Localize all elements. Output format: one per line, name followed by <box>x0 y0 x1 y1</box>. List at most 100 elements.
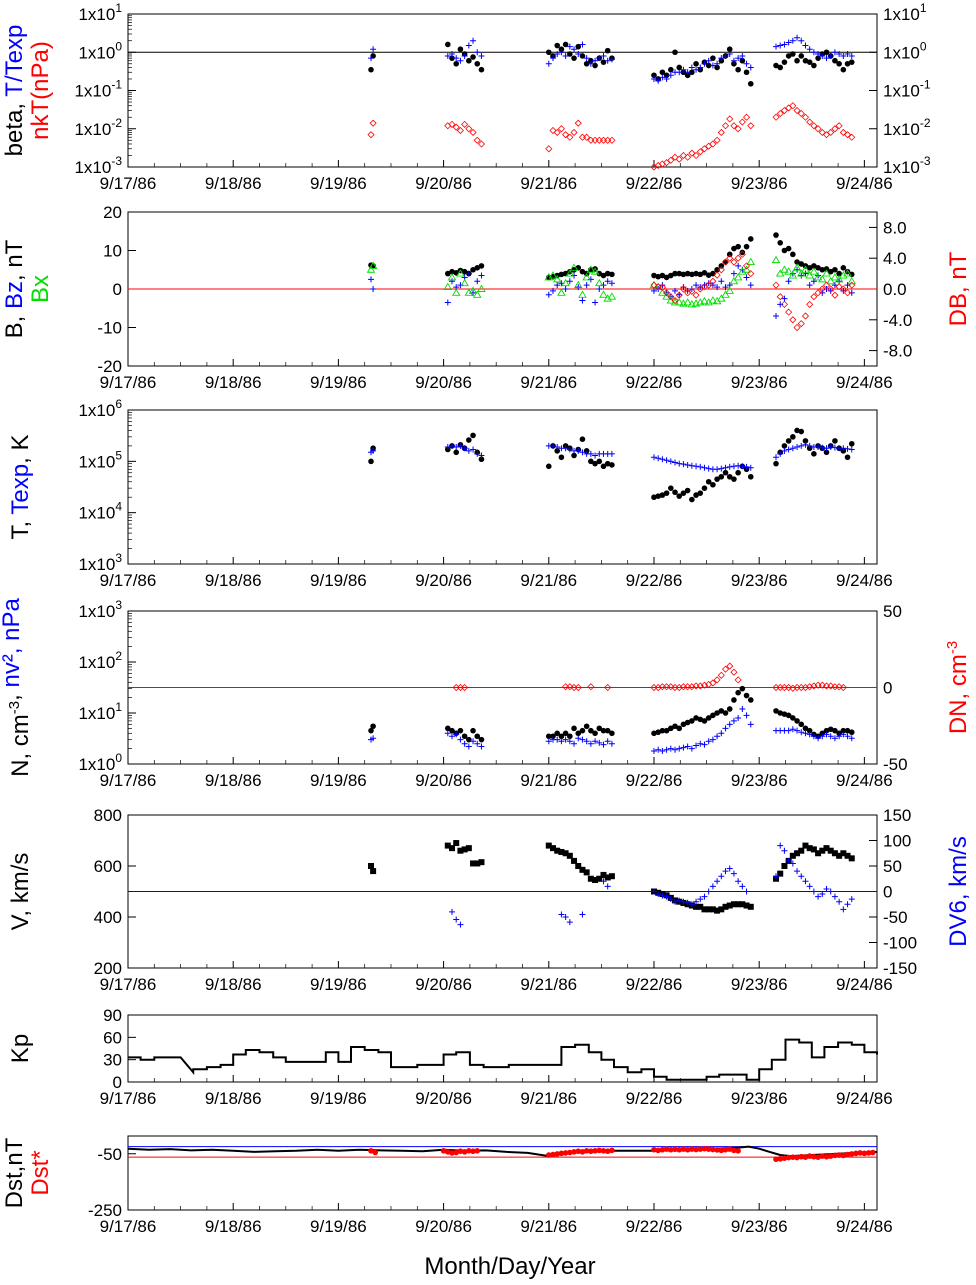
data-point <box>575 284 582 291</box>
data-point <box>562 445 569 452</box>
data-point <box>789 726 796 733</box>
data-point <box>600 1148 607 1154</box>
data-point <box>743 692 750 699</box>
data-point <box>549 845 556 852</box>
data-point <box>447 273 457 281</box>
x-tick-label: 9/18/86 <box>205 1217 262 1236</box>
y-tick-label-right: 1x10-3 <box>883 154 931 177</box>
data-point <box>651 72 657 79</box>
data-point <box>709 277 717 285</box>
data-point <box>781 863 788 869</box>
data-point <box>840 1152 847 1159</box>
data-point <box>672 49 678 56</box>
plot-frame <box>127 409 878 565</box>
data-point <box>797 109 805 118</box>
data-point <box>827 128 835 137</box>
data-point <box>599 290 608 298</box>
data-point <box>726 254 734 262</box>
data-point <box>726 1146 733 1152</box>
data-point <box>802 725 809 732</box>
data-point <box>705 281 713 289</box>
x-tick-label: 9/22/86 <box>626 975 683 994</box>
data-point <box>781 711 788 717</box>
data-point <box>731 476 737 482</box>
data-point <box>722 52 729 59</box>
y-tick-label: -20 <box>97 357 122 376</box>
data-point <box>697 64 704 71</box>
x-tick-label: 9/24/86 <box>836 174 893 193</box>
data-point <box>709 679 717 687</box>
data-point <box>792 263 802 271</box>
data-point <box>680 744 687 751</box>
data-point <box>368 261 378 269</box>
x-tick-label: 9/21/86 <box>520 174 577 193</box>
data-point <box>658 283 666 292</box>
data-point <box>571 857 578 864</box>
data-point <box>651 730 657 737</box>
data-point <box>457 442 464 449</box>
data-point <box>789 316 797 324</box>
data-point <box>566 43 573 50</box>
data-point <box>714 1147 720 1153</box>
y-tick-label: 0 <box>113 280 122 299</box>
data-point <box>709 282 716 289</box>
data-point <box>693 60 699 67</box>
data-point <box>451 288 461 296</box>
data-point <box>801 312 810 320</box>
data-point <box>461 733 468 740</box>
y-tick-label: 400 <box>94 908 122 927</box>
data-point <box>701 485 708 491</box>
data-point <box>743 712 750 719</box>
data-point <box>836 852 843 859</box>
data-point <box>823 286 830 292</box>
data-point <box>806 845 813 852</box>
data-point <box>461 268 468 275</box>
data-point <box>688 64 695 71</box>
data-point <box>667 156 675 164</box>
data-point <box>473 136 481 144</box>
data-point <box>801 113 810 121</box>
data-point <box>781 847 788 854</box>
data-point <box>835 122 843 130</box>
data-point <box>684 461 691 468</box>
data-point <box>802 441 809 448</box>
data-point <box>734 125 742 133</box>
y-tick-label-right: -150 <box>883 959 917 978</box>
data-point <box>848 133 856 141</box>
data-point <box>819 733 826 740</box>
data-point <box>470 432 476 439</box>
data-point <box>714 733 721 740</box>
data-point <box>746 257 756 265</box>
data-point <box>474 1148 481 1154</box>
data-point <box>588 458 594 465</box>
data-point <box>583 1148 590 1154</box>
data-point <box>747 721 754 728</box>
data-point <box>815 51 822 58</box>
data-point <box>592 730 598 737</box>
x-tick-label: 9/21/86 <box>520 1089 577 1108</box>
data-point <box>781 447 788 454</box>
data-point <box>449 442 456 449</box>
data-point <box>722 1146 729 1153</box>
data-point <box>735 66 741 73</box>
data-point <box>592 877 599 884</box>
data-point <box>735 1148 741 1154</box>
data-point <box>600 741 607 748</box>
data-point <box>688 287 696 295</box>
data-point <box>827 847 834 854</box>
data-point <box>721 258 730 266</box>
data-point <box>701 270 708 276</box>
data-point <box>676 493 683 499</box>
data-point <box>701 718 708 724</box>
data-point <box>457 847 464 854</box>
data-point <box>599 136 608 144</box>
data-point <box>453 916 460 923</box>
data-point <box>545 738 552 745</box>
data-point <box>747 64 754 71</box>
data-point <box>840 287 847 294</box>
data-point <box>733 273 743 281</box>
y-tick-label-right: -4.0 <box>883 311 912 330</box>
data-point <box>836 270 842 277</box>
y-tick-label: 90 <box>103 1006 122 1025</box>
